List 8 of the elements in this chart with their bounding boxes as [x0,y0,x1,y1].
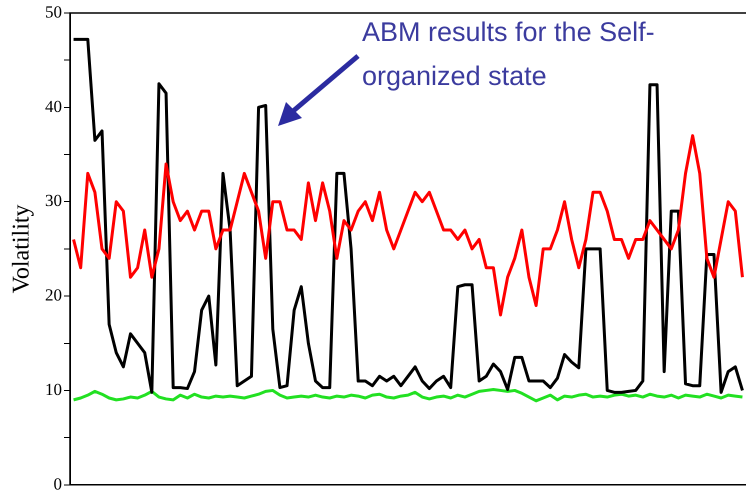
y-axis-title: Volatility [8,204,35,294]
y-tick-label: 40 [45,96,62,116]
y-tick-label: 0 [54,474,62,494]
y-tick-label: 20 [45,286,62,305]
y-tick-label: 30 [45,191,62,210]
y-tick-label: 50 [45,2,62,22]
y-tick-label: 10 [45,380,62,399]
annotation: ABM results for the Self-organized state [362,16,656,93]
